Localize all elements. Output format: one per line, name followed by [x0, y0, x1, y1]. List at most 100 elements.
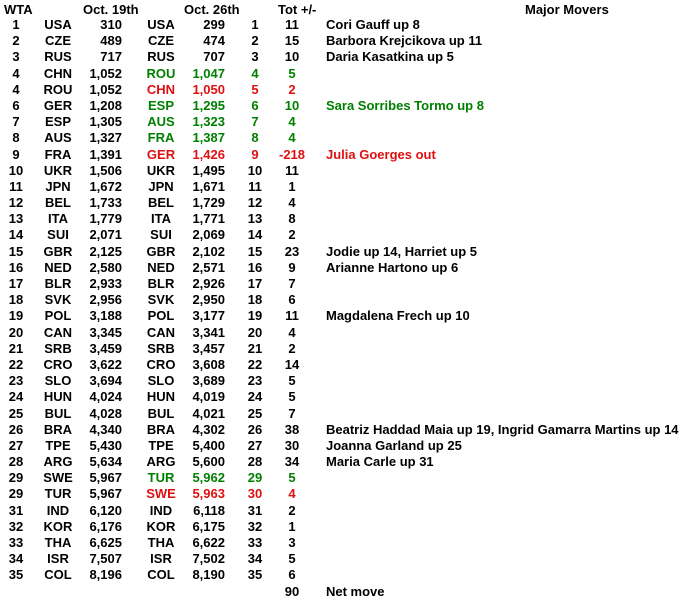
country-oct19-cell: ARG	[43, 454, 73, 470]
rank-oct26-cell: 20	[247, 324, 263, 340]
total-change-cell: 38	[284, 421, 300, 437]
country-oct19-cell: UKR	[43, 162, 73, 178]
total-change-cell: 11	[285, 162, 299, 178]
points-oct19-cell: 4,028	[89, 405, 122, 421]
table-row: 4 ROU 1,052 CHN 1,050 5 2	[0, 82, 698, 98]
total-change-cell: 5	[288, 470, 296, 486]
rank-oct19-cell: 10	[8, 162, 24, 178]
points-oct26-cell: 7,502	[192, 551, 225, 567]
country-oct19-cell	[32, 584, 84, 600]
country-oct19-cell: BEL	[45, 195, 71, 211]
total-change-cell: 3	[288, 535, 296, 550]
country-oct19-cell: POL	[44, 308, 72, 324]
total-change-cell: 5	[288, 551, 296, 567]
table-row: 20 CAN 3,345 CAN 3,341 20 4	[0, 325, 698, 341]
country-oct26-cell: CHN	[146, 81, 176, 97]
points-oct26-cell: 2,102	[192, 243, 225, 259]
country-oct26-cell: COL	[147, 567, 175, 583]
points-oct26-cell: 1,495	[192, 162, 225, 178]
table-row: 4 CHN 1,052 ROU 1,047 4 5	[0, 66, 698, 82]
rank-oct19-cell: 18	[8, 292, 24, 308]
table-row: 26 BRA 4,340 BRA 4,302 26 38 Beatriz Had…	[0, 422, 698, 438]
country-oct19-cell: COL	[44, 567, 72, 583]
country-oct19-cell: AUS	[44, 130, 72, 146]
mover-note-cell: Beatriz Haddad Maia up 19, Ingrid Gamarr…	[326, 421, 679, 437]
points-oct26-cell: 2,926	[192, 276, 225, 291]
rank-oct26-cell: 2	[251, 33, 259, 49]
rank-oct26-cell	[239, 584, 271, 600]
total-change-cell: 1	[288, 178, 296, 194]
rank-oct26-cell: 12	[247, 195, 263, 211]
country-oct19-cell: ROU	[43, 81, 73, 97]
country-oct19-cell: BRA	[43, 421, 73, 437]
total-change-cell: 7	[288, 276, 296, 291]
points-oct19-cell: 3,459	[89, 340, 122, 356]
table-row: 21 SRB 3,459 SRB 3,457 21 2	[0, 341, 698, 357]
mover-note-cell: Daria Kasatkina up 5	[326, 49, 454, 65]
points-oct19-cell: 5,430	[89, 437, 122, 453]
mover-note-cell	[326, 486, 698, 502]
rank-oct26-cell: 30	[247, 486, 263, 502]
points-oct26-cell: 707	[203, 49, 225, 65]
points-oct26-cell: 5,962	[192, 470, 225, 486]
mover-note-cell	[326, 195, 698, 211]
points-oct26-cell: 1,671	[192, 178, 225, 194]
rankings-rows: 1 USA 310 USA 299 1 11 Cori Gauff up 8 2…	[0, 17, 698, 600]
points-oct26-cell: 6,118	[193, 502, 225, 518]
country-oct26-cell: CRO	[146, 356, 176, 372]
table-row: 13 ITA 1,779 ITA 1,771 13 8	[0, 211, 698, 227]
rank-oct19-cell: 15	[8, 243, 24, 259]
points-oct19-cell: 717	[100, 49, 122, 65]
country-oct26-cell: USA	[147, 17, 175, 32]
points-oct26-cell: 299	[203, 17, 225, 32]
table-row: 7 ESP 1,305 AUS 1,323 7 4	[0, 114, 698, 130]
table-row: 19 POL 3,188 POL 3,177 19 11 Magdalena F…	[0, 308, 698, 324]
table-row: 18 SVK 2,956 SVK 2,950 18 6	[0, 292, 698, 308]
table-row: 29 SWE 5,967 TUR 5,962 29 5	[0, 470, 698, 486]
mover-note-cell: Barbora Krejcikova up 11	[326, 33, 483, 49]
total-change-cell: 5	[288, 373, 296, 389]
country-oct19-cell: THA	[44, 535, 72, 550]
total-change-cell: 11	[285, 17, 299, 32]
country-oct26-cell: KOR	[146, 518, 176, 534]
table-row: 14 SUI 2,071 SUI 2,069 14 2	[0, 227, 698, 243]
country-oct26-cell: ESP	[147, 97, 174, 113]
table-row: 29 TUR 5,967 SWE 5,963 30 4	[0, 486, 698, 502]
country-oct26-cell: ITA	[151, 211, 171, 227]
rank-oct19-cell: 32	[8, 518, 24, 534]
points-oct26-cell: 5,400	[192, 437, 225, 453]
header-oct-19th: Oct. 19th	[83, 2, 139, 17]
total-change-cell: 10	[284, 49, 300, 65]
points-oct26-cell: 3,177	[192, 308, 225, 324]
total-change-cell: 8	[288, 211, 296, 227]
rank-oct26-cell: 18	[247, 292, 263, 308]
country-oct26-cell: ISR	[150, 551, 172, 567]
rank-oct26-cell: 33	[247, 535, 263, 550]
points-oct19-cell: 3,622	[89, 356, 122, 372]
points-oct19-cell: 3,188	[89, 308, 122, 324]
points-oct19-cell: 1,672	[89, 178, 122, 194]
country-oct19-cell: NED	[44, 259, 72, 275]
total-change-cell: 5	[288, 65, 296, 81]
points-oct26-cell: 6,622	[192, 535, 225, 550]
mover-note-cell	[326, 66, 698, 82]
rank-oct19-cell: 20	[8, 324, 24, 340]
mover-note-cell	[326, 292, 698, 308]
rank-oct19-cell: 21	[8, 340, 24, 356]
rank-oct19-cell: 27	[8, 437, 24, 453]
table-row: 8 AUS 1,327 FRA 1,387 8 4	[0, 130, 698, 146]
points-oct19-cell: 2,956	[89, 292, 122, 308]
country-oct26-cell: SVK	[147, 292, 175, 308]
points-oct19-cell: 4,024	[89, 389, 122, 405]
total-change-cell: 4	[288, 130, 296, 146]
header-tot-plus-minus: Tot +/-	[278, 2, 317, 17]
points-oct19-cell: 1,305	[89, 114, 122, 130]
header-major-movers: Major Movers	[525, 2, 609, 17]
country-oct19-cell: RUS	[44, 49, 72, 65]
points-oct26-cell: 6,175	[192, 518, 225, 534]
total-change-cell: 4	[288, 195, 296, 211]
rank-oct26-cell: 28	[247, 454, 263, 470]
table-row: 15 GBR 2,125 GBR 2,102 15 23 Jodie up 14…	[0, 244, 698, 260]
points-oct19-cell: 5,967	[89, 486, 122, 502]
table-row: 6 GER 1,208 ESP 1,295 6 10 Sara Sorribes…	[0, 98, 698, 114]
